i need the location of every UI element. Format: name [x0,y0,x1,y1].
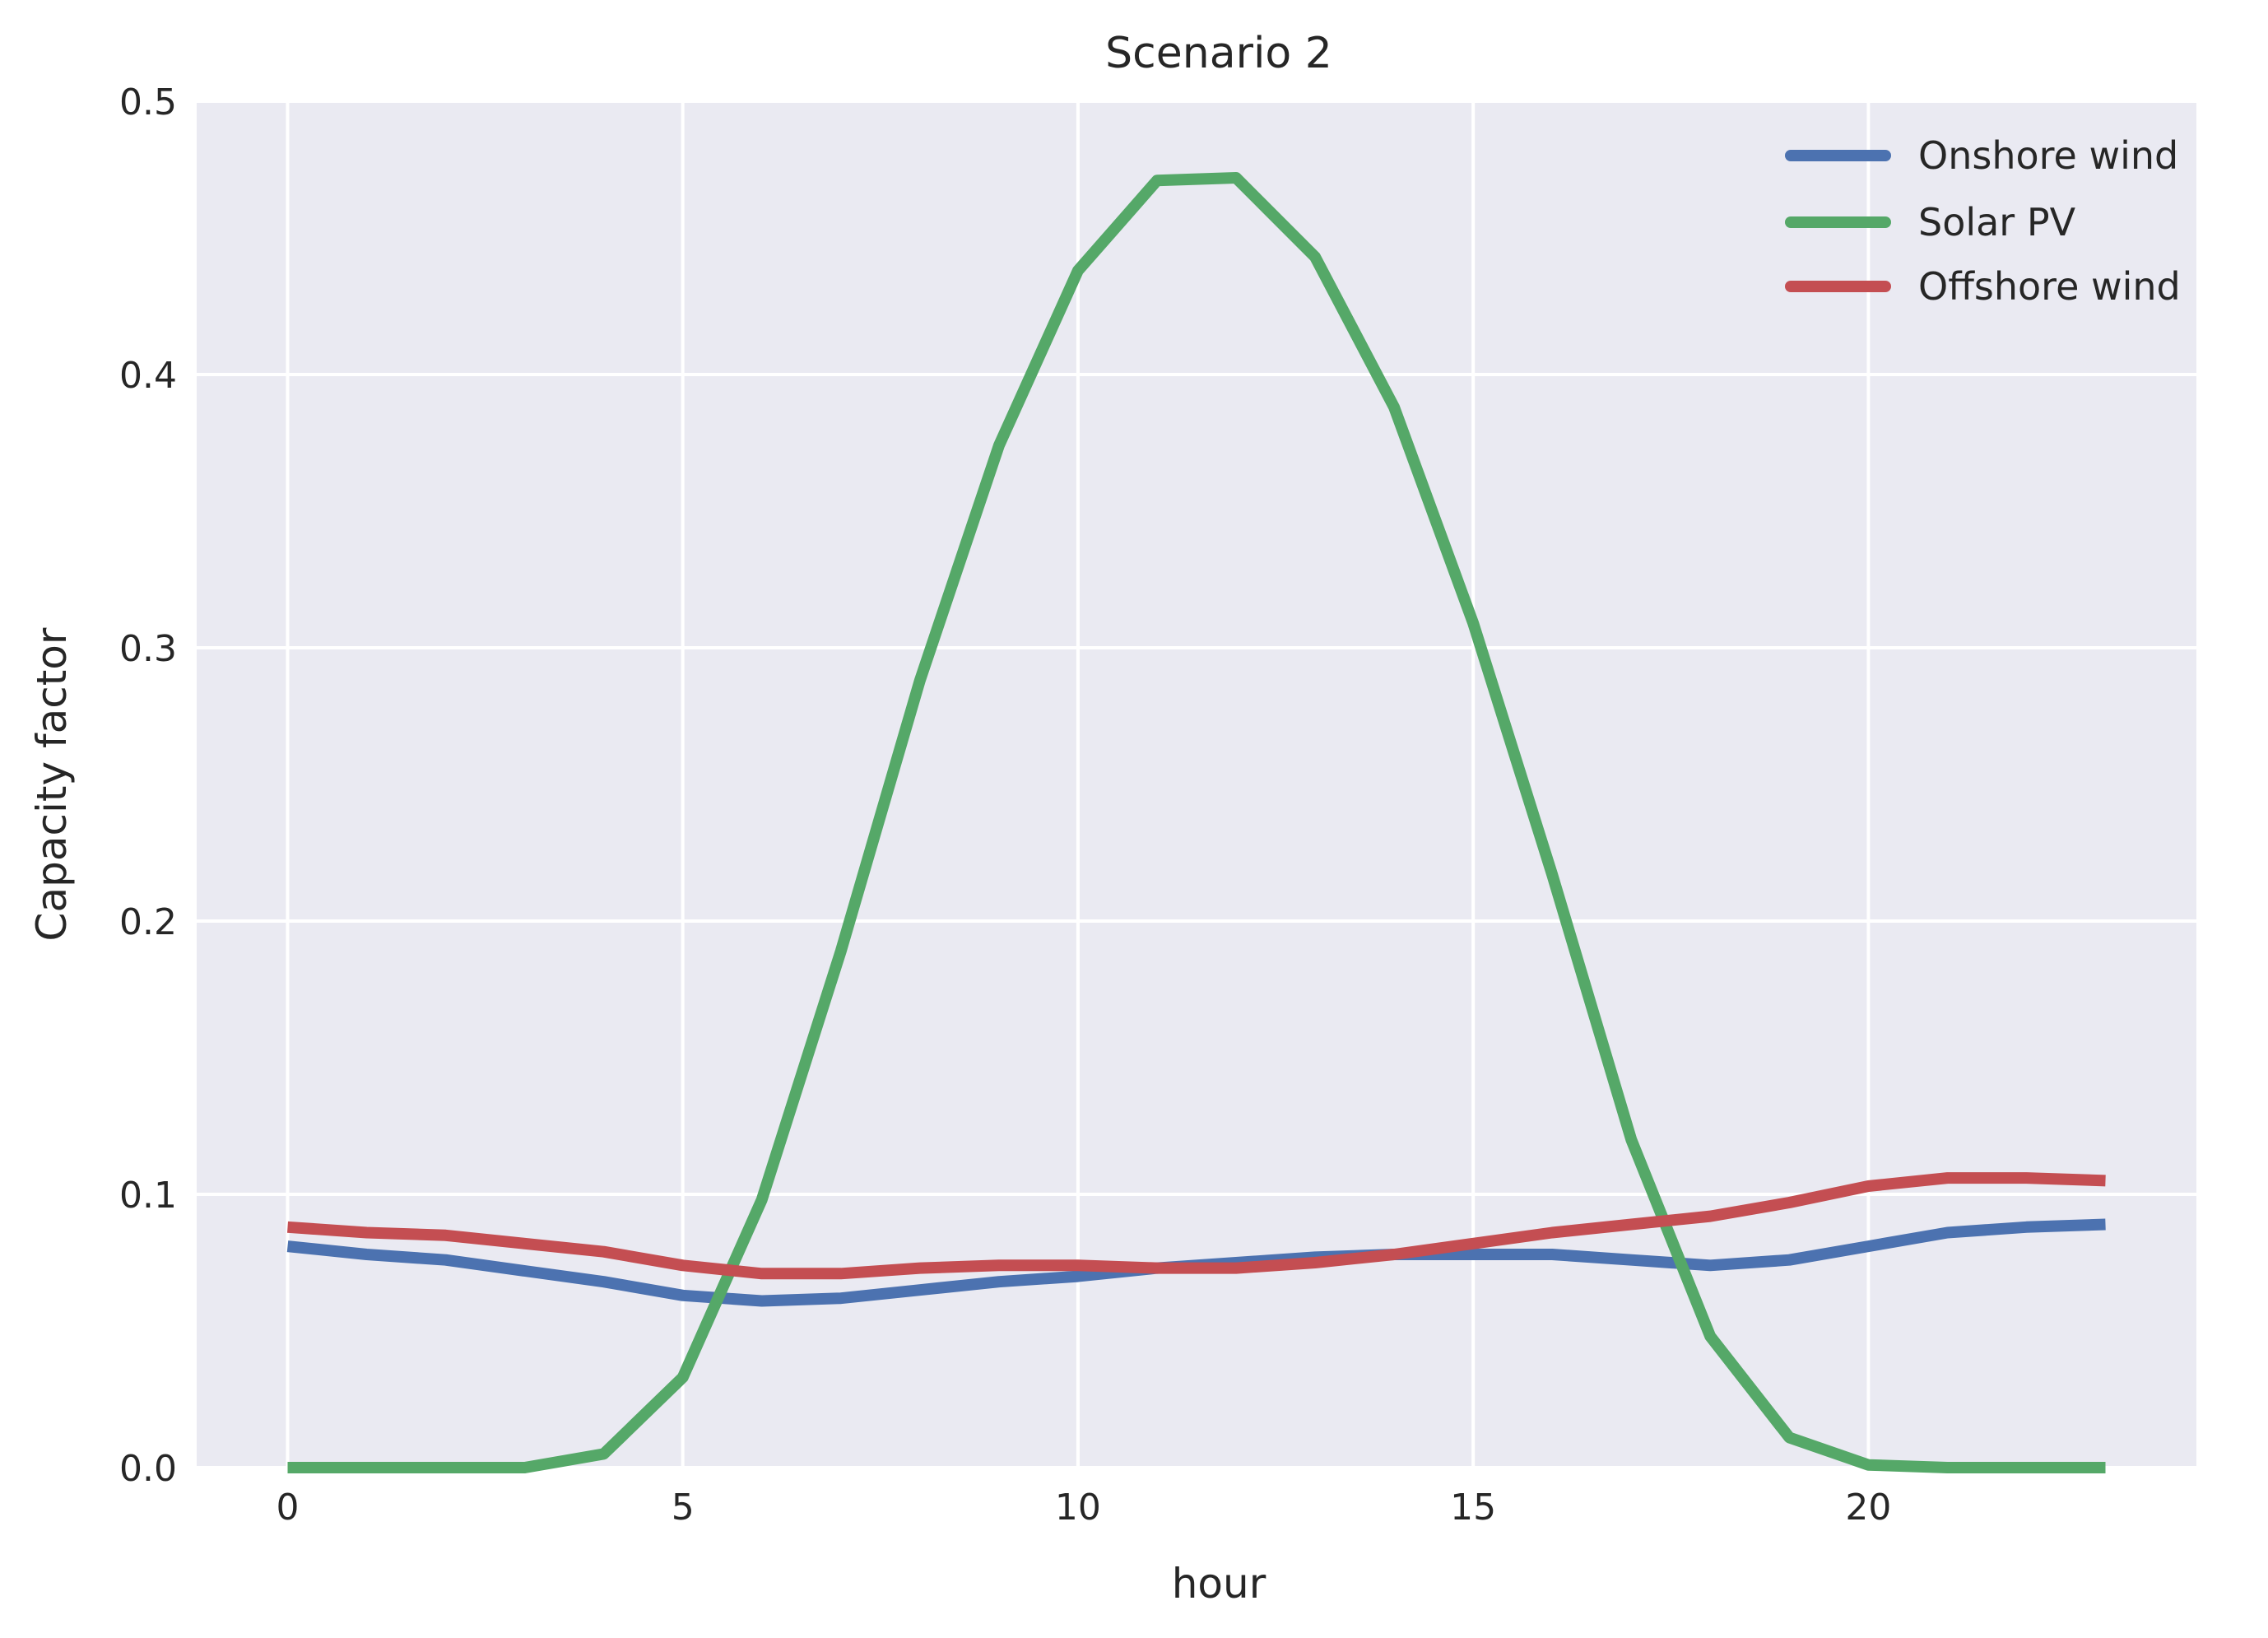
grid [197,100,2196,1469]
series-line-solar-pv [287,172,2106,1473]
x-tick-label: 15 [1450,1487,1496,1529]
y-axis-label: Capacity factor [28,627,76,941]
legend-label-offshore-wind: Offshore wind [1918,264,2181,309]
legend-label-onshore-wind: Onshore wind [1918,133,2178,178]
x-tick-label: 5 [672,1487,695,1529]
y-tick-label: 0.3 [119,628,177,670]
y-tick-label: 0.2 [119,901,177,943]
tick-labels: 0 5 10 15 20 0.0 0.1 0.2 0.3 0.4 0.5 [119,81,1891,1529]
y-tick-label: 0.4 [119,355,177,397]
y-tick-label: 0.1 [119,1175,177,1217]
y-tick-label: 0.5 [119,81,177,123]
x-tick-label: 0 [276,1487,299,1529]
x-tick-label: 10 [1055,1487,1101,1529]
legend: Onshore wind Solar PV Offshore wind [1785,133,2181,309]
x-axis-label: hour [1172,1560,1266,1608]
legend-label-solar-pv: Solar PV [1918,200,2076,244]
series-line-offshore-wind [287,1172,2106,1280]
chart-title: Scenario 2 [1105,29,1332,78]
x-tick-label: 20 [1845,1487,1891,1529]
y-tick-label: 0.0 [119,1448,177,1490]
series-lines [286,172,2106,1473]
